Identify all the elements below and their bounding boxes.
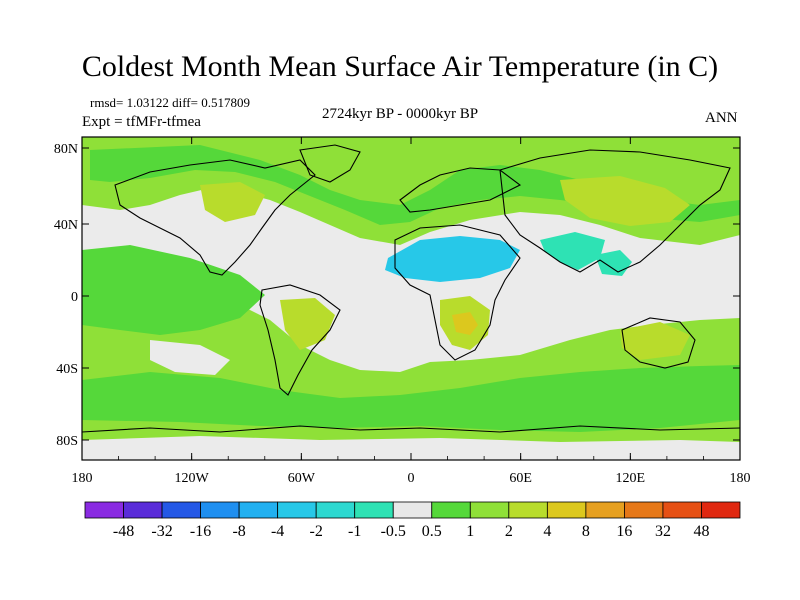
colorbar-swatch bbox=[354, 501, 394, 519]
lat-label: 40N bbox=[54, 218, 78, 233]
colorbar-label: -0.5 bbox=[381, 523, 406, 540]
coast-australia bbox=[621, 317, 696, 369]
lon-label: 0 bbox=[408, 471, 415, 486]
colorbar-label: 4 bbox=[543, 523, 551, 540]
lat-label: 40S bbox=[56, 362, 78, 377]
coast-greenland bbox=[299, 144, 361, 183]
colorbar: -48 -32 -16 -8 -4 -2 -1 -0.5 0.5 1 2 4 8 16 32 48 bbox=[84, 501, 741, 540]
colorbar-swatch bbox=[315, 501, 356, 519]
coast-asia bbox=[499, 149, 731, 273]
coast-africa bbox=[394, 224, 521, 361]
lat-axis: 80N 40N 0 40S 80S bbox=[54, 142, 740, 449]
colorbar-swatch bbox=[392, 501, 433, 519]
colorbar-label: -32 bbox=[151, 523, 172, 540]
field-antarctic-gap bbox=[82, 436, 740, 460]
field-atlantic-gap bbox=[360, 315, 430, 355]
colorbar-label: -48 bbox=[113, 523, 134, 540]
lon-label: 180 bbox=[730, 471, 751, 486]
lon-axis: 180 120W 60W 0 60E 120E 180 bbox=[72, 137, 751, 486]
colorbar-swatch bbox=[161, 501, 201, 519]
coast-antarctica bbox=[82, 425, 740, 433]
colorbar-label: -2 bbox=[310, 523, 323, 540]
colorbar-label: 2 bbox=[505, 523, 513, 540]
experiment-label: Expt = tfMFr-tfmea bbox=[82, 114, 201, 130]
lon-label: 60W bbox=[288, 471, 316, 486]
coast-south-america bbox=[259, 284, 341, 396]
colorbar-label: -8 bbox=[232, 523, 245, 540]
field-australia-warm bbox=[620, 322, 690, 360]
lat-label: 80S bbox=[56, 434, 78, 449]
lon-label: 60E bbox=[509, 471, 532, 486]
coastlines bbox=[82, 144, 740, 433]
colorbar-label: 32 bbox=[655, 523, 671, 540]
field-africa-hot bbox=[452, 312, 478, 335]
colorbar-swatch bbox=[431, 501, 471, 519]
colorbar-label: 48 bbox=[693, 523, 709, 540]
lon-label: 120E bbox=[616, 471, 646, 486]
colorbar-swatch bbox=[624, 501, 664, 519]
field-india-cool bbox=[540, 232, 605, 270]
field-south-inner bbox=[82, 365, 740, 432]
colorbar-swatch bbox=[277, 501, 317, 519]
colorbar-swatch bbox=[662, 501, 702, 519]
coast-north-america bbox=[114, 159, 316, 276]
coast-europe bbox=[399, 167, 522, 213]
colorbar-label: 1 bbox=[466, 523, 474, 540]
field-na-warm bbox=[200, 182, 265, 222]
colorbar-swatch bbox=[84, 501, 124, 519]
colorbar-label: 8 bbox=[582, 523, 590, 540]
colorbar-label: -1 bbox=[348, 523, 361, 540]
temperature-field bbox=[82, 137, 740, 460]
field-pacific-patch bbox=[82, 245, 265, 335]
colorbar-swatch bbox=[508, 501, 548, 519]
field-samerica-warm bbox=[280, 298, 335, 350]
field-sahara-cool bbox=[385, 236, 520, 282]
field-south-pacific-gap bbox=[150, 340, 230, 375]
colorbar-swatch bbox=[701, 501, 741, 519]
lat-label: 0 bbox=[71, 290, 78, 305]
lon-label: 180 bbox=[72, 471, 93, 486]
colorbar-label: 16 bbox=[616, 523, 632, 540]
colorbar-label: -16 bbox=[190, 523, 211, 540]
lon-label: 120W bbox=[175, 471, 210, 486]
colorbar-swatch bbox=[123, 501, 163, 519]
colorbar-swatch bbox=[238, 501, 279, 519]
season-label: ANN bbox=[705, 110, 738, 126]
colorbar-swatch bbox=[585, 501, 625, 519]
chart-title: Coldest Month Mean Surface Air Temperatu… bbox=[81, 50, 719, 83]
field-asia-warm bbox=[560, 176, 690, 226]
colorbar-swatch bbox=[546, 501, 587, 519]
colorbar-swatch bbox=[469, 501, 510, 519]
lat-label: 80N bbox=[54, 142, 78, 157]
colorbar-label: -4 bbox=[271, 523, 284, 540]
period-label: 2724kyr BP - 0000kyr BP bbox=[322, 106, 479, 122]
stats-label: rmsd= 1.03122 diff= 0.517809 bbox=[90, 95, 250, 110]
colorbar-swatch bbox=[200, 501, 240, 519]
colorbar-label: 0.5 bbox=[422, 523, 442, 540]
